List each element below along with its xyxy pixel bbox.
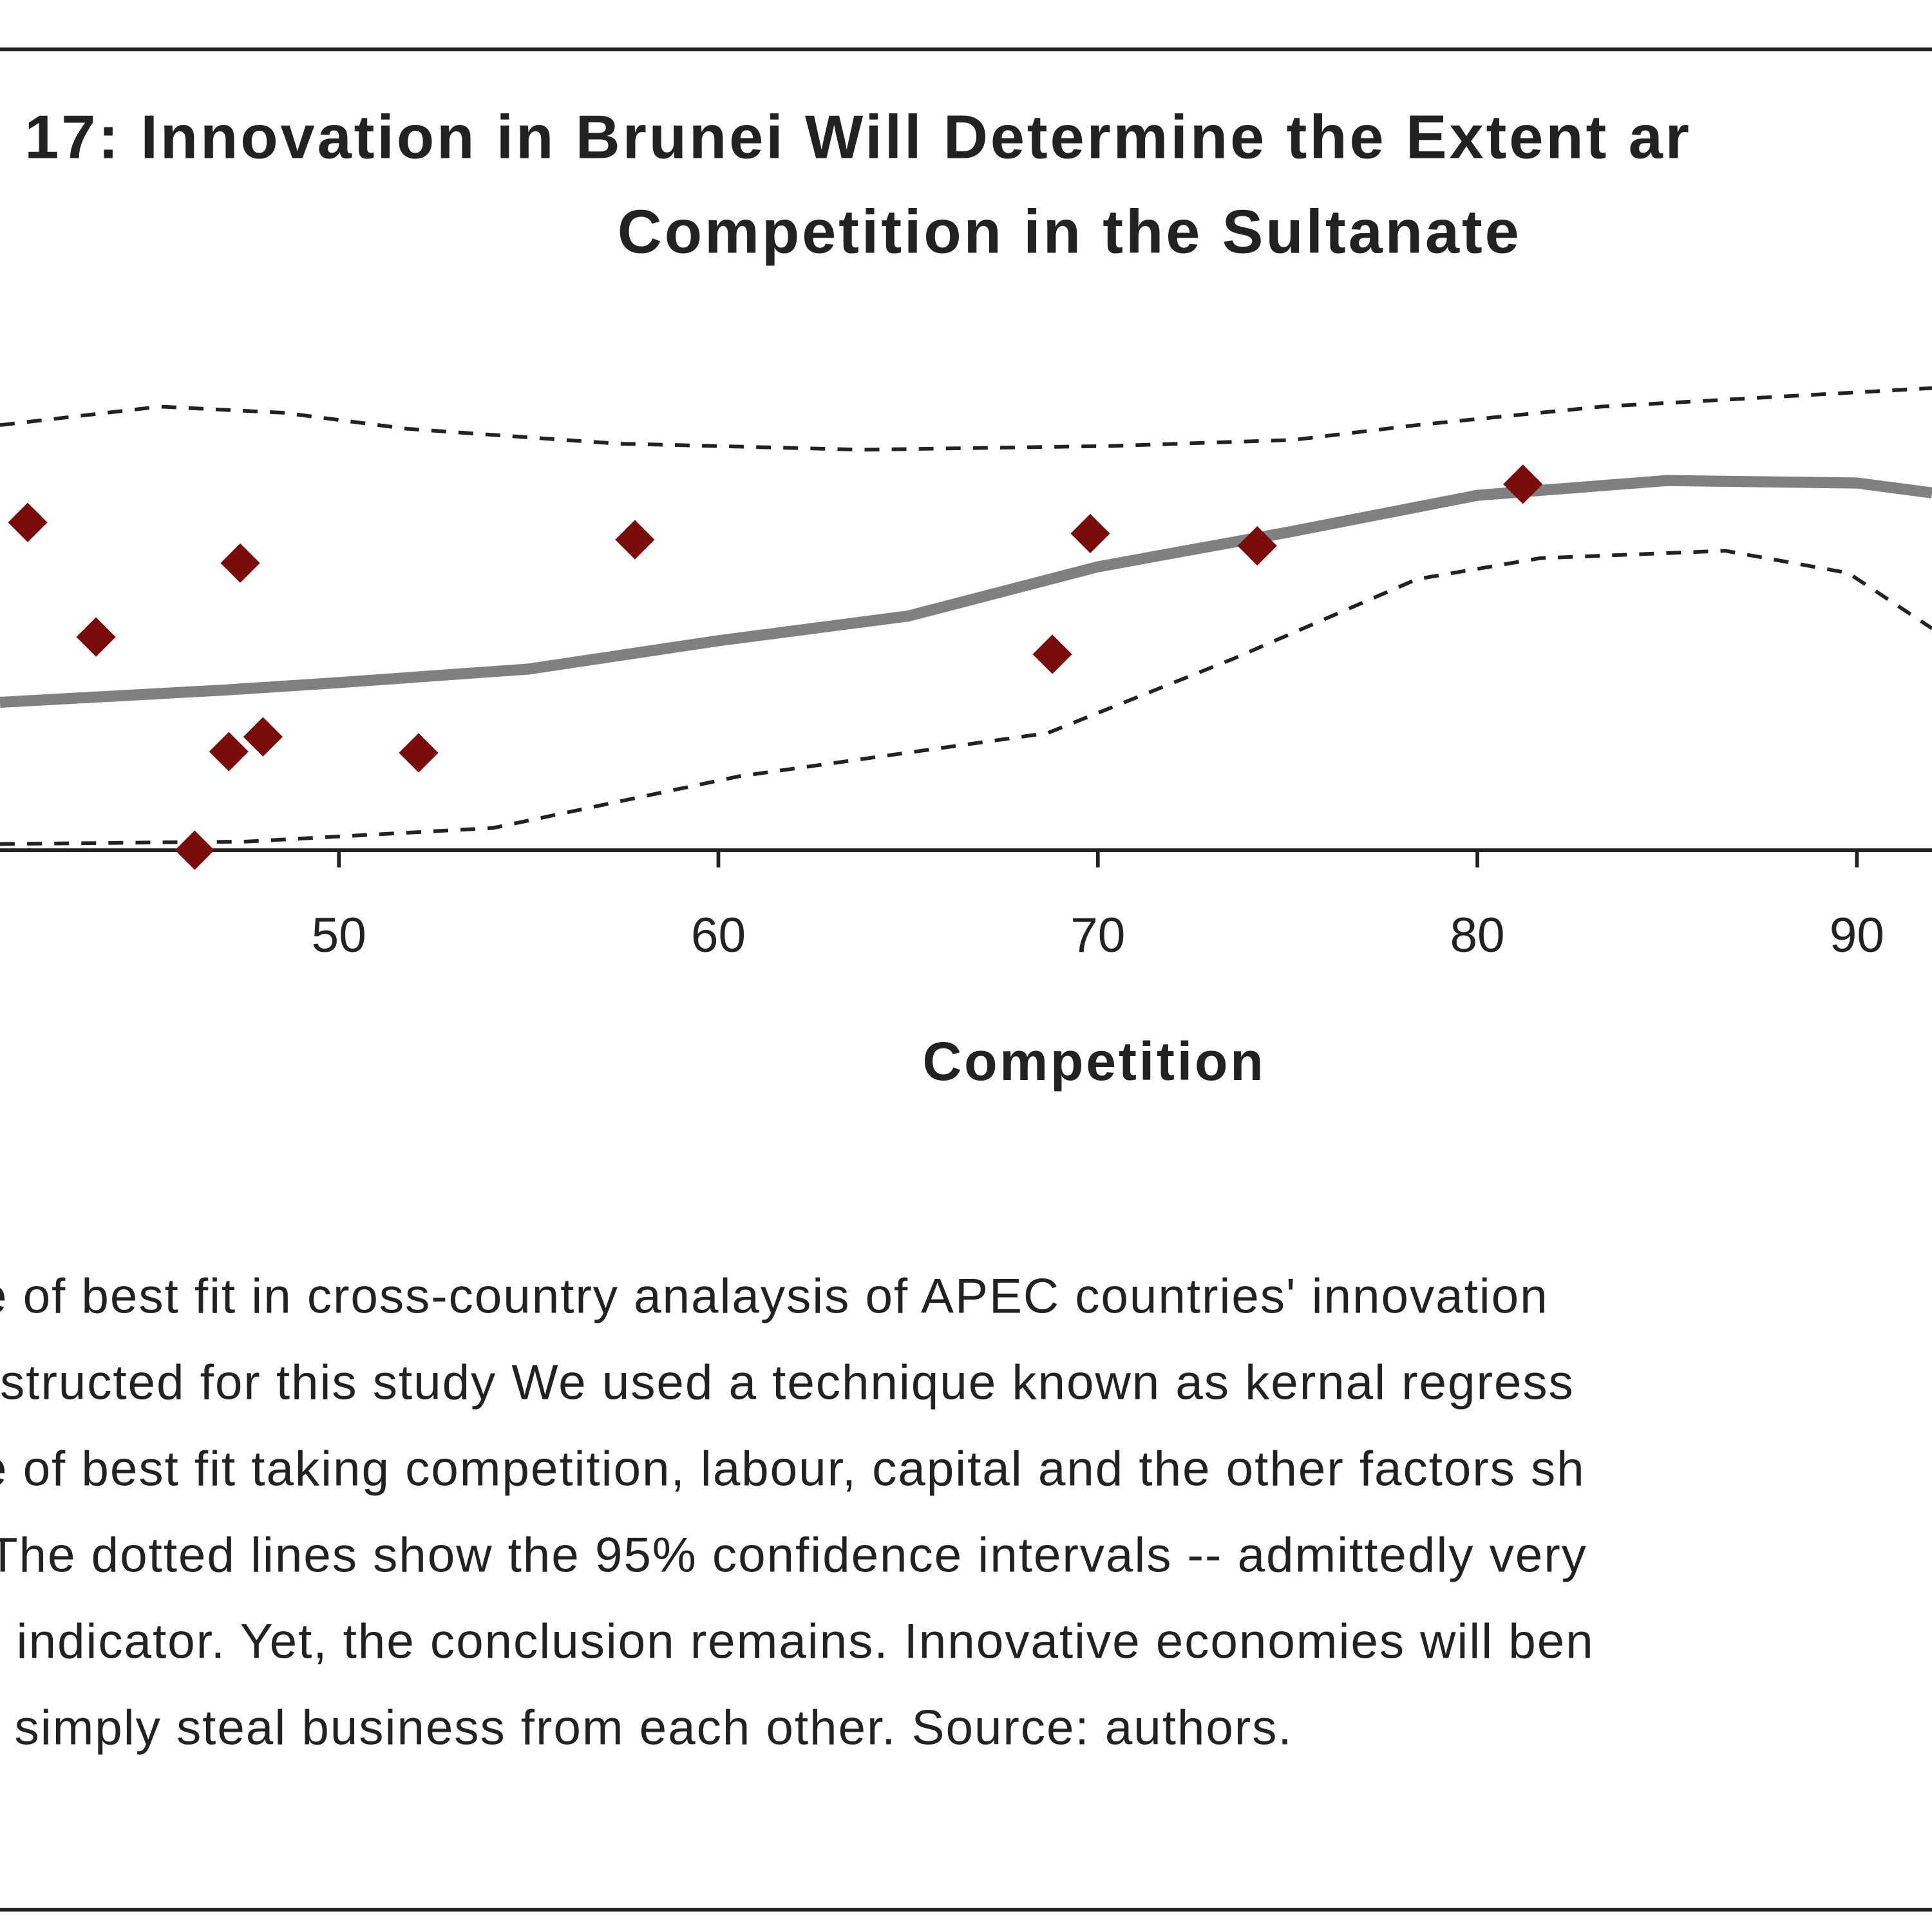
- caption-line: ne of best fit taking competition, labou…: [0, 1442, 1586, 1497]
- point: [76, 617, 116, 657]
- chart-title: Competition in the Sultanate: [618, 198, 1522, 267]
- caption-line: ne of best fit in cross-country analaysi…: [0, 1269, 1549, 1324]
- confidence-line: [0, 386, 1932, 452]
- point: [1070, 513, 1110, 554]
- x-axis-label: Competition: [922, 1031, 1265, 1092]
- point: [399, 733, 439, 773]
- point: [209, 732, 249, 772]
- point: [1032, 634, 1072, 674]
- point: [220, 543, 260, 583]
- x-tick-label: 90: [1830, 908, 1884, 963]
- caption-line: n indicator. Yet, the conclusion remains…: [0, 1614, 1595, 1669]
- caption-line: structed for this study We used a techni…: [0, 1356, 1575, 1410]
- caption-line: ill simply steal business from each othe…: [0, 1700, 1293, 1755]
- fit-line: [0, 475, 1932, 708]
- point: [8, 502, 48, 542]
- x-tick-label: 80: [1450, 908, 1504, 963]
- point: [615, 520, 655, 560]
- x-tick-label: 70: [1070, 908, 1125, 963]
- caption-line: The dotted lines show the 95% confidence…: [0, 1528, 1587, 1582]
- chart-title: 17: Innovation in Brunei Will Determine …: [24, 102, 1691, 171]
- point: [175, 830, 214, 870]
- x-tick-label: 60: [691, 908, 746, 963]
- point: [1503, 464, 1543, 504]
- point: [243, 717, 283, 757]
- x-tick-label: 50: [312, 908, 366, 963]
- confidence-line: [0, 549, 1932, 846]
